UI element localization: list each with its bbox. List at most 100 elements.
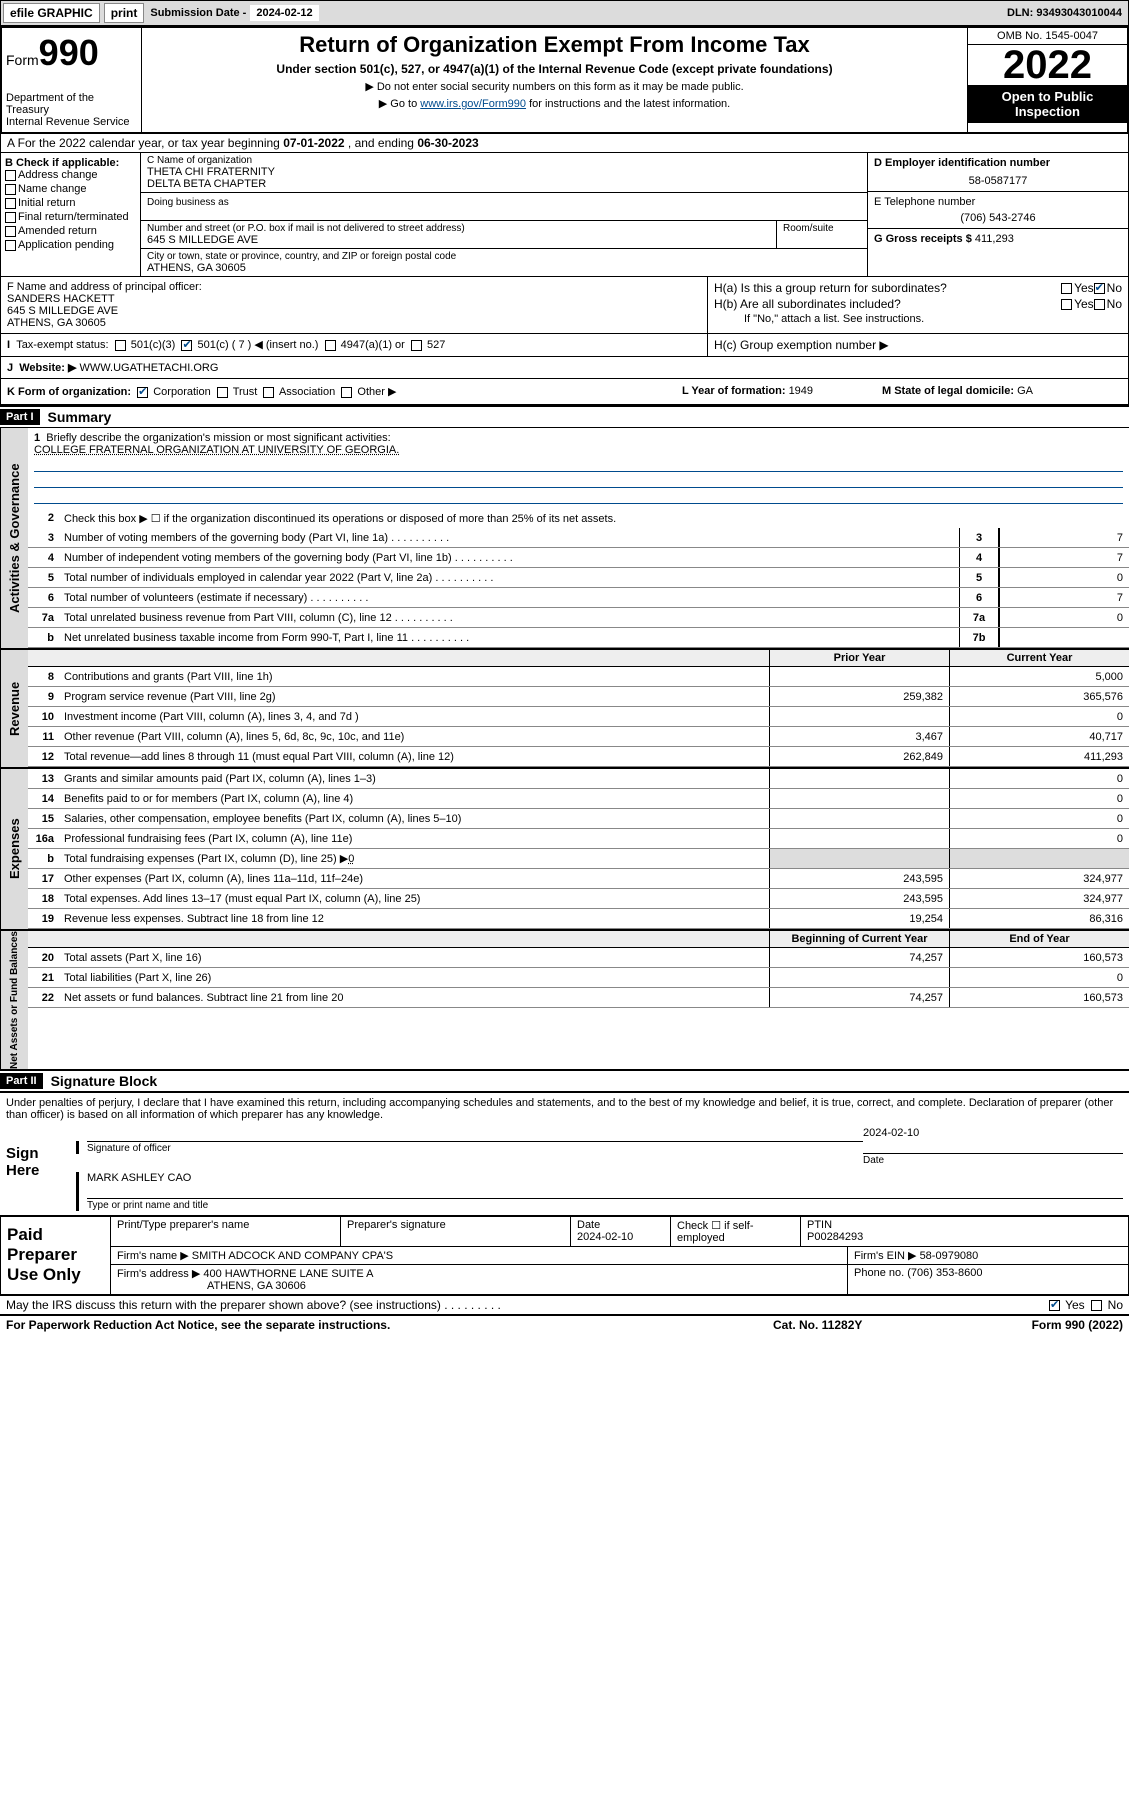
- discuss-text: May the IRS discuss this return with the…: [6, 1298, 441, 1312]
- l18-prior: 243,595: [769, 889, 949, 908]
- l11-prior: 3,467: [769, 727, 949, 746]
- discuss-no-checkbox[interactable]: [1091, 1300, 1102, 1311]
- l5-desc: Total number of individuals employed in …: [60, 570, 959, 586]
- chk-trust[interactable]: [217, 387, 228, 398]
- chk-association[interactable]: [263, 387, 274, 398]
- l6-val: 7: [999, 588, 1129, 607]
- street-label: Number and street (or P.O. box if mail i…: [147, 223, 770, 234]
- l2-desc: Check this box ▶ ☐ if the organization d…: [60, 510, 1129, 527]
- prep-date-label: Date: [577, 1219, 600, 1231]
- sig-officer-line: Signature of officer: [87, 1141, 863, 1154]
- colb-heading: B Check if applicable:: [5, 157, 136, 169]
- m-value: GA: [1017, 385, 1033, 397]
- sign-here-label: Sign Here: [6, 1127, 76, 1211]
- l13-curr: 0: [949, 769, 1129, 788]
- hb-no-checkbox[interactable]: [1094, 299, 1105, 310]
- firm-phone-value: (706) 353-8600: [907, 1267, 982, 1279]
- header-right: OMB No. 1545-0047 2022 Open to Public In…: [967, 28, 1127, 132]
- chk-501c[interactable]: [181, 340, 192, 351]
- l19-desc: Revenue less expenses. Subtract line 18 …: [60, 909, 769, 928]
- col-b-checkboxes: B Check if applicable: Address change Na…: [1, 153, 141, 276]
- l9-prior: 259,382: [769, 687, 949, 706]
- discuss-yes-checkbox[interactable]: [1049, 1300, 1060, 1311]
- l11-curr: 40,717: [949, 727, 1129, 746]
- chk-application-pending[interactable]: Application pending: [5, 239, 136, 251]
- chk-corporation[interactable]: [137, 387, 148, 398]
- l10-curr: 0: [949, 707, 1129, 726]
- ha-no-checkbox[interactable]: [1094, 283, 1105, 294]
- form-number: 990: [39, 32, 99, 73]
- footer-bottom: For Paperwork Reduction Act Notice, see …: [0, 1314, 1129, 1334]
- rowa-mid: , and ending: [345, 136, 418, 150]
- phone-label: E Telephone number: [874, 196, 1122, 208]
- print-button[interactable]: print: [104, 3, 145, 23]
- ptin-label: PTIN: [807, 1219, 832, 1231]
- side-governance: Activities & Governance: [0, 428, 28, 648]
- header-mid: Return of Organization Exempt From Incom…: [142, 28, 967, 132]
- l9-curr: 365,576: [949, 687, 1129, 706]
- city-label: City or town, state or province, country…: [147, 251, 861, 262]
- header-note1: ▶ Do not enter social security numbers o…: [146, 80, 963, 93]
- l13-desc: Grants and similar amounts paid (Part IX…: [60, 769, 769, 788]
- l-value: 1949: [789, 385, 813, 397]
- chk-initial-return[interactable]: Initial return: [5, 197, 136, 209]
- l8-prior: [769, 667, 949, 686]
- chk-4947[interactable]: [325, 340, 336, 351]
- prep-sig-label: Preparer's signature: [341, 1217, 571, 1246]
- part2-badge: Part II: [0, 1073, 43, 1089]
- l14-curr: 0: [949, 789, 1129, 808]
- l19-prior: 19,254: [769, 909, 949, 928]
- ty-end: 06-30-2023: [417, 136, 478, 150]
- l1-desc: Briefly describe the organization's miss…: [46, 432, 390, 444]
- chk-501c3[interactable]: [115, 340, 126, 351]
- l6-desc: Total number of volunteers (estimate if …: [60, 590, 959, 606]
- ty-begin: 07-01-2022: [283, 136, 344, 150]
- section-governance: Activities & Governance 1 Briefly descri…: [0, 427, 1129, 648]
- firm-addr-label: Firm's address ▶: [117, 1268, 203, 1280]
- ha-yes-checkbox[interactable]: [1061, 283, 1072, 294]
- hdr-current-year: Current Year: [949, 650, 1129, 666]
- chk-address-change[interactable]: Address change: [5, 169, 136, 181]
- block-fh: F Name and address of principal officer:…: [0, 277, 1129, 334]
- tax-status-label: Tax-exempt status:: [16, 339, 108, 351]
- form990-link[interactable]: www.irs.gov/Form990: [420, 98, 526, 110]
- chk-527[interactable]: [411, 340, 422, 351]
- prep-date-val: 2024-02-10: [577, 1231, 633, 1243]
- sig-name-label: Type or print name and title: [87, 1198, 1123, 1211]
- hb-yes-checkbox[interactable]: [1061, 299, 1072, 310]
- prep-self-employed: Check ☐ if self-employed: [671, 1217, 801, 1246]
- header: Form990 Department of the Treasury Inter…: [0, 26, 1129, 134]
- hb-yes-label: Yes: [1074, 297, 1094, 311]
- row-a-tax-year: A For the 2022 calendar year, or tax yea…: [0, 134, 1129, 153]
- irs-label: Internal Revenue Service: [6, 116, 137, 128]
- side-net-assets: Net Assets or Fund Balances: [0, 931, 28, 1069]
- chk-amended-return[interactable]: Amended return: [5, 225, 136, 237]
- hb-note: If "No," attach a list. See instructions…: [714, 313, 1122, 325]
- room-label: Room/suite: [783, 223, 861, 234]
- chk-final-return[interactable]: Final return/terminated: [5, 211, 136, 223]
- open-public-badge: Open to Public Inspection: [968, 85, 1127, 123]
- l18-desc: Total expenses. Add lines 13–17 (must eq…: [60, 889, 769, 908]
- l11-desc: Other revenue (Part VIII, column (A), li…: [60, 727, 769, 746]
- org-name-2: DELTA BETA CHAPTER: [147, 178, 861, 190]
- l15-desc: Salaries, other compensation, employee b…: [60, 809, 769, 828]
- chk-other[interactable]: [341, 387, 352, 398]
- officer-addr1: 645 S MILLEDGE AVE: [7, 305, 701, 317]
- ein-value: 58-0587177: [874, 175, 1122, 187]
- col-h-group: H(a) Is this a group return for subordin…: [708, 277, 1128, 333]
- hb-no-label: No: [1107, 297, 1122, 311]
- l12-curr: 411,293: [949, 747, 1129, 766]
- firm-ein-label: Firm's EIN ▶: [854, 1250, 920, 1262]
- header-subtitle: Under section 501(c), 527, or 4947(a)(1)…: [146, 62, 963, 76]
- l15-curr: 0: [949, 809, 1129, 828]
- website-value: WWW.UGATHETACHI.ORG: [79, 362, 218, 374]
- signature-block: Under penalties of perjury, I declare th…: [0, 1091, 1129, 1215]
- l22-curr: 160,573: [949, 988, 1129, 1007]
- hc-label: H(c) Group exemption number ▶: [714, 338, 889, 352]
- hdr-beginning: Beginning of Current Year: [769, 931, 949, 947]
- paid-preparer-label: Paid Preparer Use Only: [1, 1217, 111, 1294]
- chk-name-change[interactable]: Name change: [5, 183, 136, 195]
- rowa-pre: A For the 2022 calendar year, or tax yea…: [7, 136, 283, 150]
- efile-graphic-button[interactable]: efile GRAPHIC: [3, 3, 100, 23]
- l12-prior: 262,849: [769, 747, 949, 766]
